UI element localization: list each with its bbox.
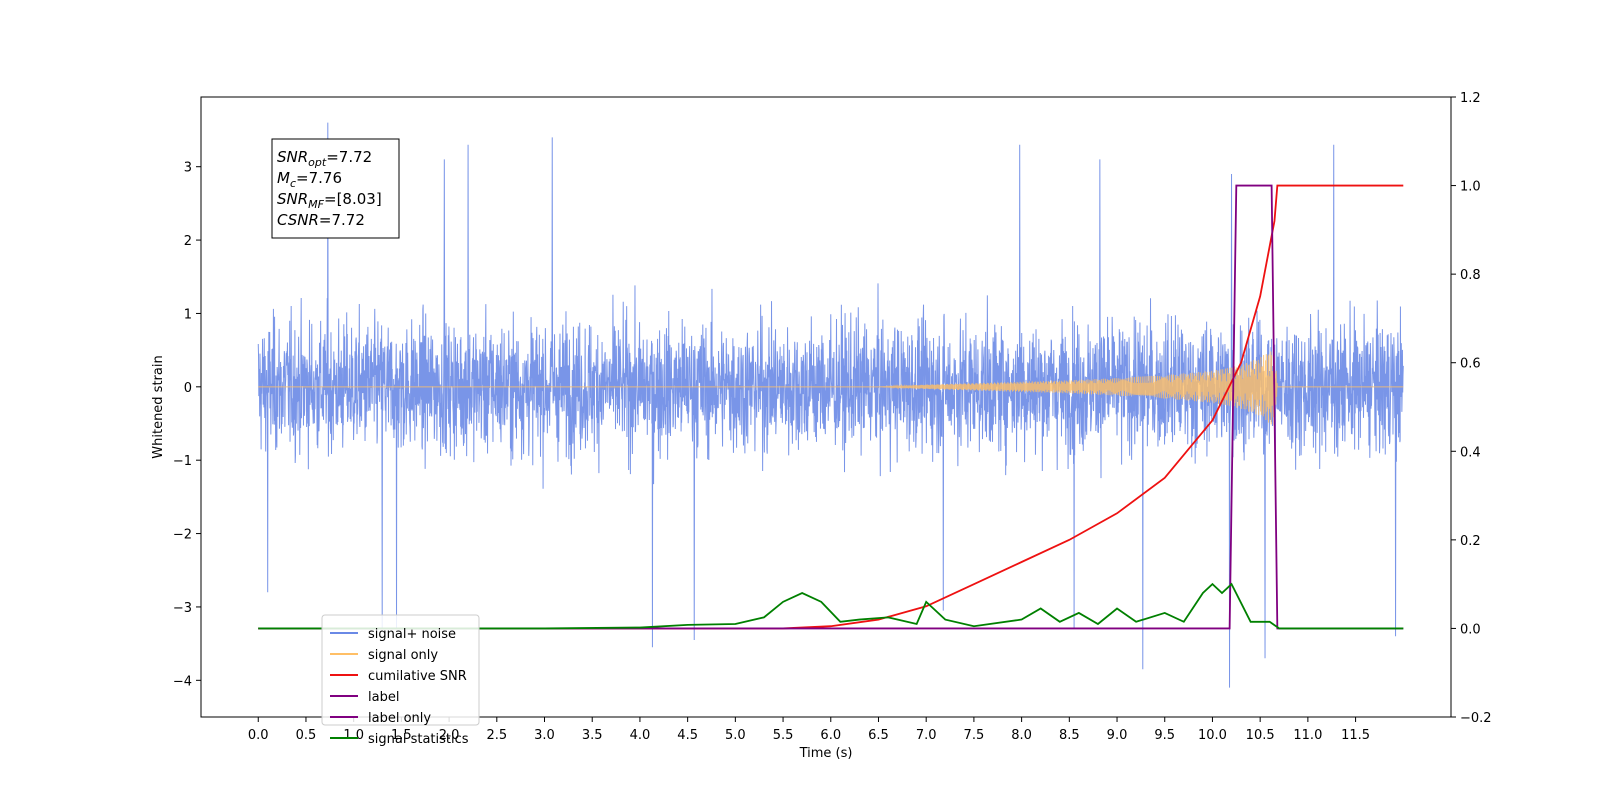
y-axis-left: −4 −3 −2 −1 0 1 2 3 — [173, 161, 201, 689]
y2-tick-label: 0.6 — [1460, 357, 1481, 372]
x-tick-label: 8.0 — [1011, 728, 1032, 743]
annotation-line: SNRopt=7.72 — [277, 148, 372, 169]
y2-tick-label: 0.2 — [1460, 534, 1481, 549]
y-tick-label: 2 — [184, 234, 192, 249]
legend-label: signal+ noise — [368, 627, 456, 642]
legend: signal+ noise signal only cumilative SNR la… — [321, 614, 480, 747]
y2-tick-label: 0.8 — [1460, 268, 1481, 283]
x-tick-label: 3.5 — [582, 728, 603, 743]
y-tick-label: 0 — [184, 381, 192, 396]
y2-tick-label: 0.4 — [1460, 445, 1481, 460]
annotation-line: SNRMF=[8.03] — [277, 190, 382, 211]
y2-tick-label: −0.2 — [1460, 711, 1492, 726]
series-layer — [257, 122, 1404, 688]
y-tick-label: 1 — [184, 307, 192, 322]
x-axis-label: Time (s) — [799, 746, 853, 761]
x-tick-label: 8.5 — [1059, 728, 1080, 743]
x-tick-label: 4.5 — [677, 728, 698, 743]
x-tick-label: 0.5 — [296, 728, 317, 743]
y-tick-label: −2 — [173, 528, 192, 543]
y-tick-label: 3 — [184, 161, 192, 176]
y-tick-label: −3 — [173, 601, 192, 616]
x-tick-label: 3.0 — [534, 728, 555, 743]
annotation-line: Mc=7.76 — [277, 169, 342, 190]
y2-tick-label: 1.2 — [1460, 91, 1481, 106]
y-axis-label: Whitened strain — [151, 355, 166, 458]
plot-frame — [200, 96, 1452, 718]
x-tick-label: 9.5 — [1154, 728, 1175, 743]
y2-tick-label: 0.0 — [1460, 622, 1481, 637]
x-tick-label: 7.0 — [916, 728, 937, 743]
annotation-line: CSNR=7.72 — [277, 211, 365, 229]
legend-label: signal statistics — [368, 732, 469, 747]
y-tick-label: −1 — [173, 454, 192, 469]
x-tick-label: 4.0 — [630, 728, 651, 743]
x-tick-label: 7.5 — [964, 728, 985, 743]
legend-label: label only — [368, 711, 431, 726]
legend-label: cumilative SNR — [368, 669, 467, 684]
y-tick-label: −4 — [173, 674, 192, 689]
legend-label: label — [368, 690, 399, 705]
x-tick-label: 6.5 — [868, 728, 889, 743]
series-cumilative-snr — [258, 184, 1404, 630]
x-tick-label: 2.5 — [486, 728, 507, 743]
legend-label: signal only — [368, 648, 438, 663]
x-tick-label: 9.0 — [1107, 728, 1128, 743]
x-tick-label: 0.0 — [248, 728, 269, 743]
x-tick-label: 1.5 — [391, 728, 412, 743]
x-tick-label: 1.0 — [343, 728, 364, 743]
x-tick-label: 5.5 — [773, 728, 794, 743]
x-tick-label: 6.0 — [820, 728, 841, 743]
series-signal-statistics — [258, 582, 1404, 630]
x-tick-label: 10.0 — [1198, 728, 1227, 743]
y-axis-right: −0.2 0.0 0.2 0.4 0.6 0.8 1.0 1.2 — [1451, 91, 1492, 726]
y2-tick-label: 1.0 — [1460, 180, 1481, 195]
series-signal-only — [258, 348, 1404, 426]
x-tick-label: 11.0 — [1293, 728, 1322, 743]
x-tick-label: 11.5 — [1341, 728, 1370, 743]
x-tick-label: 5.0 — [725, 728, 746, 743]
x-tick-label: 2.0 — [439, 728, 460, 743]
x-tick-label: 10.5 — [1246, 728, 1275, 743]
x-axis: 0.0 0.5 1.0 1.5 2.0 2.5 3.0 3.5 4.0 4.5 5.0 5.5 6.0 6… — [248, 717, 1370, 743]
